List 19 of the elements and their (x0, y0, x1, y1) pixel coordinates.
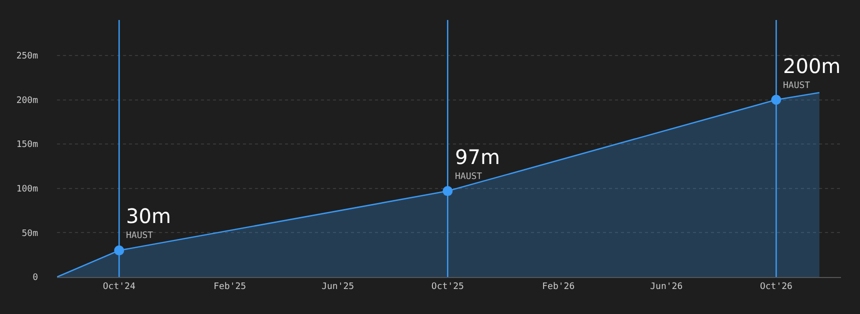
y-tick-label: 200m (16, 96, 38, 106)
y-tick-label: 100m (16, 184, 38, 195)
x-tick-label: Jun'25 (322, 282, 354, 292)
x-tick-label: Feb'26 (542, 282, 575, 292)
annotation: HAUST (126, 231, 154, 241)
data-label: 200m (783, 54, 841, 78)
x-tick-label: Oct'25 (431, 282, 464, 292)
x-tick-label: Feb'25 (214, 282, 246, 292)
y-tick-label: 0 (32, 273, 38, 284)
x-tick-label: Oct'26 (760, 282, 792, 292)
y-tick-label: 50m (22, 228, 38, 239)
annotation: HAUST (783, 81, 811, 91)
x-tick-label: Jun'26 (650, 282, 683, 292)
x-tick-label: Oct'24 (102, 282, 136, 292)
y-tick-label: 250m (16, 52, 38, 62)
data-label: 97m (455, 145, 500, 169)
data-label: 30m (126, 204, 171, 228)
y-tick-label: 150m (16, 140, 38, 150)
annotation: HAUST (455, 172, 483, 182)
